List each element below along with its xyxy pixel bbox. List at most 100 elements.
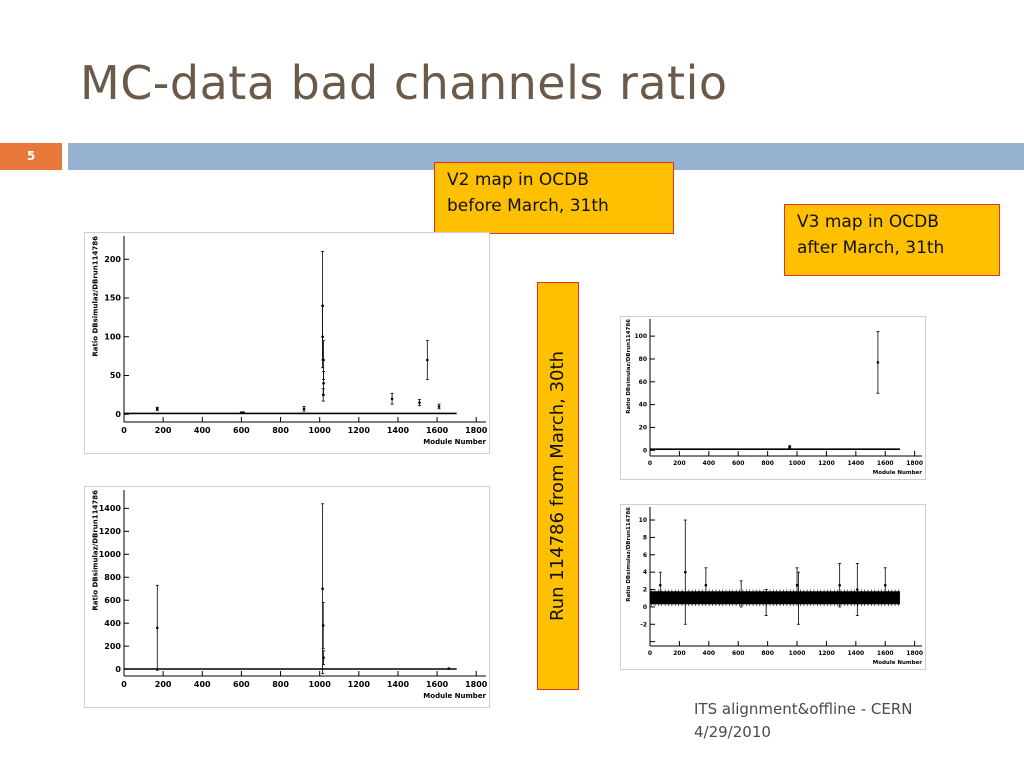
data-point xyxy=(876,361,880,364)
data-point xyxy=(322,381,325,385)
x-tick-label: 1400 xyxy=(387,426,410,435)
data-point xyxy=(425,358,429,362)
x-tick-label: 1200 xyxy=(818,650,835,657)
x-tick-label: 200 xyxy=(155,426,172,435)
y-tick-label: 4 xyxy=(643,569,647,576)
x-tick-label: 1800 xyxy=(465,680,488,689)
y-axis-label: Ratio DBsimulaz/DBrun114786 xyxy=(626,507,632,602)
y-tick-label: 800 xyxy=(104,573,121,582)
callout-v3-map: V3 map in OCDB after March, 31th xyxy=(784,204,1000,276)
x-tick-label: 1000 xyxy=(309,680,332,689)
data-point xyxy=(390,397,394,401)
callout-v2-line2: before March, 31th xyxy=(447,196,609,216)
x-tick-label: 1200 xyxy=(818,460,835,467)
x-tick-label: 800 xyxy=(761,650,774,657)
callout-run-text: Run 114786 from March, 30th xyxy=(547,351,568,621)
footer-line2: 4/29/2010 xyxy=(694,723,771,741)
x-tick-label: 1600 xyxy=(877,460,894,467)
x-tick-label: 1800 xyxy=(465,426,488,435)
plot-frame xyxy=(620,316,926,480)
y-tick-label: 200 xyxy=(104,255,121,264)
x-tick-label: 1400 xyxy=(847,460,864,467)
data-point xyxy=(658,583,662,587)
y-tick-label: 150 xyxy=(104,294,121,303)
data-point xyxy=(321,393,325,397)
data-point xyxy=(704,583,708,587)
x-tick-label: 0 xyxy=(121,680,127,689)
x-tick-label: 1800 xyxy=(906,650,923,657)
slide-number: 5 xyxy=(26,149,36,163)
x-axis-label: Module Number xyxy=(873,470,923,476)
y-tick-label: 100 xyxy=(634,333,647,340)
data-point xyxy=(764,601,768,604)
x-tick-label: 1400 xyxy=(387,680,410,689)
data-point xyxy=(418,401,421,404)
x-tick-label: 1200 xyxy=(348,680,371,689)
y-axis-label: Ratio DBsimulaz/DBrun114786 xyxy=(92,236,100,357)
y-tick-label: 0 xyxy=(643,604,647,611)
y-tick-label: 600 xyxy=(104,596,121,605)
data-point xyxy=(788,445,791,449)
x-tick-label: 1600 xyxy=(426,426,449,435)
footer-line1: ITS alignment&offline - CERN xyxy=(694,700,913,718)
x-tick-label: 400 xyxy=(194,426,211,435)
data-point xyxy=(242,411,245,414)
data-point xyxy=(797,596,800,600)
x-tick-label: 0 xyxy=(648,650,652,657)
x-tick-label: 400 xyxy=(194,680,211,689)
callout-v2-map: V2 map in OCDB before March, 31th xyxy=(434,162,674,234)
callout-run-label: Run 114786 from March, 30th xyxy=(537,282,579,690)
chart-v3-bottom: 0 200 400 600 800 1000 1200 1400 1600 1800 -2 0 2 4 6 8… xyxy=(620,504,926,670)
y-tick-label: 6 xyxy=(643,552,647,559)
footer: ITS alignment&offline - CERN 4/29/2010 xyxy=(694,698,912,744)
y-tick-label: 1400 xyxy=(99,504,122,513)
x-tick-label: 800 xyxy=(272,426,289,435)
x-axis-label: Module Number xyxy=(423,692,486,700)
x-axis-label: Module Number xyxy=(873,660,923,666)
x-tick-label: 1000 xyxy=(789,460,806,467)
x-tick-label: 1000 xyxy=(789,650,806,657)
data-point xyxy=(322,656,325,659)
x-tick-label: 0 xyxy=(648,460,652,467)
x-tick-label: 1200 xyxy=(348,426,371,435)
data-point xyxy=(683,570,687,574)
data-point xyxy=(838,583,841,587)
y-tick-label: 8 xyxy=(643,534,647,541)
x-tick-label: 1800 xyxy=(906,460,923,467)
y-tick-label: 0 xyxy=(115,410,121,419)
x-tick-label: 600 xyxy=(233,426,250,435)
x-tick-label: 600 xyxy=(233,680,250,689)
y-tick-label: 200 xyxy=(104,642,121,651)
x-tick-label: 600 xyxy=(732,460,745,467)
data-point xyxy=(856,588,859,591)
plot-frame xyxy=(620,504,926,670)
data-point xyxy=(795,583,799,587)
data-band xyxy=(650,591,900,605)
y-tick-label: 100 xyxy=(104,332,121,341)
data-point xyxy=(302,407,306,411)
x-tick-label: 0 xyxy=(121,426,127,435)
data-point xyxy=(321,624,325,627)
y-tick-label: 0 xyxy=(115,665,121,674)
callout-v2-line1: V2 map in OCDB xyxy=(447,170,589,190)
y-tick-label: 20 xyxy=(639,424,647,431)
plot-frame xyxy=(84,232,490,454)
x-axis-label: Module Number xyxy=(423,438,486,446)
y-tick-label: 1200 xyxy=(99,527,122,536)
x-tick-label: 1400 xyxy=(847,650,864,657)
y-tick-label: -2 xyxy=(640,621,647,628)
x-tick-label: 200 xyxy=(155,680,172,689)
slide-title: MC-data bad channels ratio xyxy=(80,56,728,110)
data-point xyxy=(321,587,324,591)
x-tick-label: 800 xyxy=(272,680,289,689)
y-tick-label: 1000 xyxy=(99,550,122,559)
chart-v2-bottom: 0 200 400 600 800 1000 1200 1400 1600 1800 0 200 400… xyxy=(84,486,490,708)
data-point xyxy=(739,592,743,596)
y-axis-label: Ratio DBsimulaz/DBrun114786 xyxy=(626,319,632,414)
y-tick-label: 10 xyxy=(639,517,647,524)
data-point xyxy=(883,583,887,587)
x-tick-label: 200 xyxy=(673,650,686,657)
data-point xyxy=(155,626,159,630)
x-tick-label: 400 xyxy=(703,650,716,657)
y-axis-label: Ratio DBsimulaz/DBrun114786 xyxy=(92,490,100,611)
